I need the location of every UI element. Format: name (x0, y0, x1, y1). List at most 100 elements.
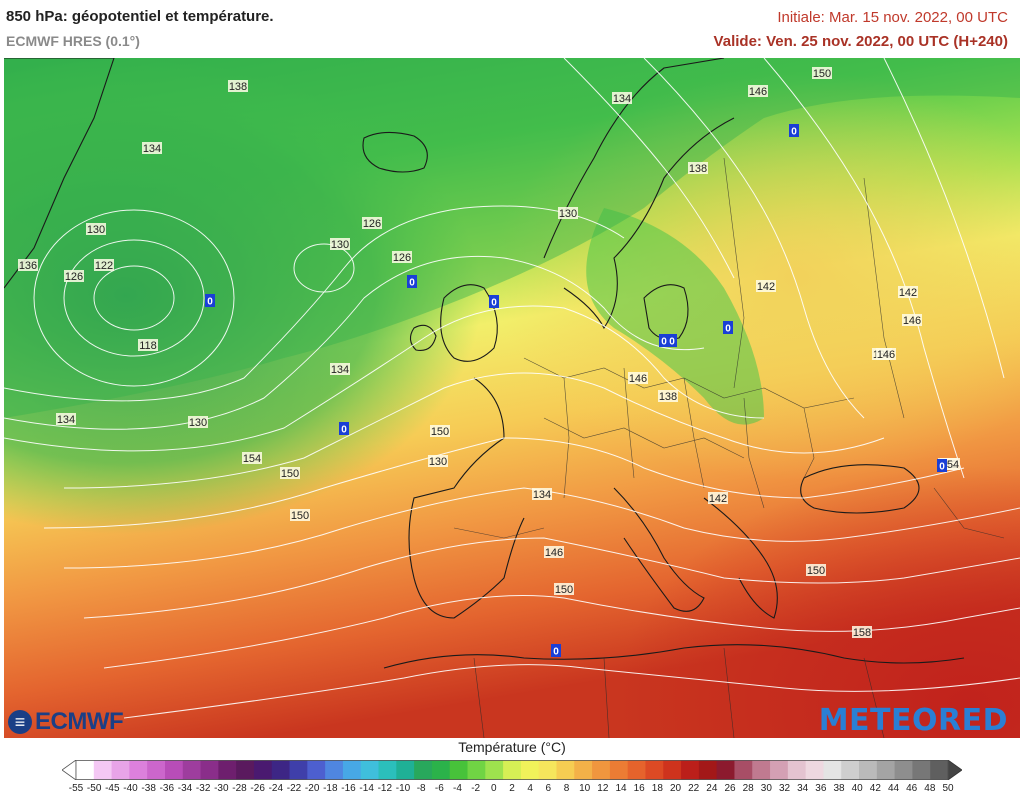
contour-label-bg (756, 280, 776, 292)
legend-tick-label: 36 (815, 783, 827, 794)
legend-swatch (147, 760, 166, 780)
legend-swatch (627, 760, 646, 780)
contour-label: 150 (555, 584, 573, 596)
legend-swatch (129, 760, 148, 780)
contour-label-bg (86, 223, 106, 235)
contour-label-bg (56, 413, 76, 425)
meteored-logo: METEORED (818, 703, 1008, 738)
legend-swatch (823, 760, 842, 780)
country-borders (453, 157, 1005, 738)
contour-label-bg (330, 363, 350, 375)
legend-swatch (716, 760, 735, 780)
legend-swatch (485, 760, 504, 780)
legend-tick-label: 22 (688, 783, 700, 794)
legend-tick-label: -8 (416, 783, 426, 794)
contour-label: 138 (689, 163, 707, 175)
contour-label: 122 (95, 260, 113, 272)
contour-label: 126 (363, 218, 381, 230)
legend-swatch (111, 760, 130, 780)
legend-swatch (787, 760, 807, 780)
zero-isotherm-label: 0 (939, 462, 945, 473)
legend-tick-label: 10 (579, 783, 591, 794)
contour-label-bg (708, 492, 728, 504)
legend-tick-label: -18 (323, 783, 338, 794)
legend-swatch (325, 760, 344, 780)
legend-swatch (538, 760, 557, 780)
legend-swatch (859, 760, 878, 780)
legend-swatch (253, 760, 273, 780)
legend-tick-label: 6 (545, 783, 552, 794)
temperature-legend: Température (°C) -55 -50 -45 -40 -38 -36 -34 -3… (0, 738, 1024, 799)
zero-isotherm-label: 0 (491, 298, 497, 309)
zero-isotherm-label: 0 (409, 278, 415, 289)
contour-label-bg (330, 238, 350, 250)
contour-label-bg (392, 251, 412, 263)
legend-swatch (378, 760, 397, 780)
contour-label: 154 (243, 453, 261, 465)
legend-tick-label: 8 (563, 783, 570, 794)
legend-tick-label: 16 (633, 783, 645, 794)
contour-label: 134 (57, 414, 75, 426)
zero-isotherm-label: 0 (341, 425, 347, 436)
weather-map[interactable]: 138 134 150 146 134 130 126 130 126 138 122 136 126 1… (4, 58, 1020, 738)
legend-tick-label: -40 (123, 783, 138, 794)
contour-label-bg (242, 452, 262, 464)
legend-tick-label: -6 (434, 783, 444, 794)
legend-tick-label: 14 (615, 783, 627, 794)
legend-tick-label: 46 (906, 783, 918, 794)
legend-tick-label: -2 (471, 783, 481, 794)
contour-label-bg (544, 546, 564, 558)
zero-isotherm-label: 0 (669, 337, 675, 348)
legend-tick-label: 42 (869, 783, 881, 794)
contour-label-bg (280, 467, 300, 479)
legend-title: Température (°C) (458, 739, 566, 755)
contour-label: 130 (189, 417, 207, 429)
legend-swatch (770, 760, 789, 780)
ecmwf-logo-text: ECMWF (35, 708, 124, 735)
legend-tick-label: 20 (669, 783, 682, 794)
contour-label-bg (852, 626, 872, 638)
contour-label: 146 (629, 373, 647, 385)
legend-swatch (574, 760, 593, 780)
legend-swatch (841, 760, 860, 780)
legend-min-arrow (62, 760, 77, 780)
legend-tick-label: -38 (141, 783, 156, 794)
zero-isotherm-box (551, 644, 561, 657)
zero-isotherm-label: 0 (661, 337, 667, 348)
isohypse-labels: 138 134 150 146 134 130 126 130 126 138 122 136 126 1… (18, 67, 960, 658)
legend-tick-label: -14 (359, 783, 374, 794)
legend-swatch (200, 760, 219, 780)
legend-swatch (503, 760, 522, 780)
contour-label: 126 (65, 271, 83, 283)
contour-label: 158 (853, 627, 871, 639)
legend-swatch (681, 760, 700, 780)
contour-label-bg (532, 488, 552, 500)
legend-swatch (609, 760, 629, 780)
contour-label-bg (430, 425, 450, 437)
legend-swatch (556, 760, 575, 780)
zero-isotherm-box (667, 334, 677, 347)
initial-time: Initiale: Mar. 15 nov. 2022, 00 UTC (777, 9, 1008, 26)
legend-tick-label: 24 (706, 783, 718, 794)
legend-tick-label: -50 (86, 783, 102, 794)
contour-label: 150 (291, 510, 309, 522)
contour-label-bg (876, 348, 896, 360)
contour-label-bg (138, 339, 158, 351)
contour-label-bg (142, 142, 162, 154)
contour-label: 146 (877, 349, 895, 361)
zero-isotherm-box (407, 275, 417, 288)
legend-tick-label: -22 (286, 783, 302, 794)
contour-label: 146 (749, 86, 767, 98)
model-subtitle: ECMWF HRES (0.1°) (6, 33, 140, 49)
zero-isotherm-box (723, 321, 733, 334)
legend-tick-label: -4 (453, 783, 462, 794)
contour-label: 130 (331, 239, 349, 251)
zero-isotherm-box (489, 295, 499, 308)
legend-swatch (396, 760, 415, 780)
legend-swatch (307, 760, 326, 780)
legend-swatch (467, 760, 486, 780)
legend-tick-label: 26 (724, 783, 736, 794)
contour-label-bg (18, 259, 38, 271)
contour-label-bg (188, 416, 208, 428)
zero-isotherm-label: 0 (553, 647, 559, 658)
